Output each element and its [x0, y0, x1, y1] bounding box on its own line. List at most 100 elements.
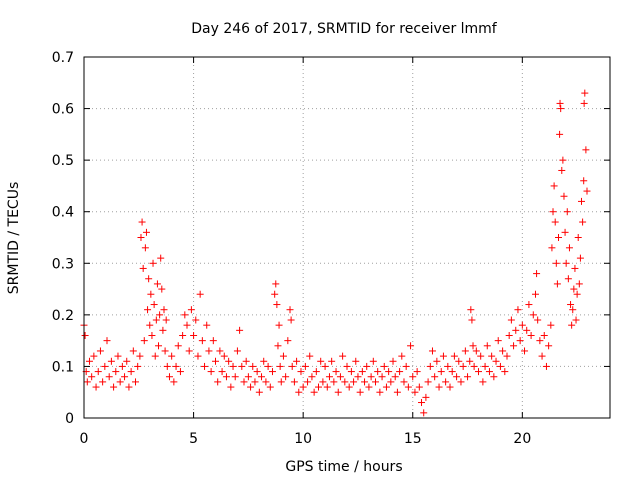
data-point	[315, 383, 323, 391]
data-point	[538, 352, 546, 360]
data-point	[192, 316, 200, 324]
data-point	[201, 362, 209, 370]
data-point	[563, 208, 571, 216]
data-point	[492, 357, 500, 365]
data-point	[579, 218, 587, 226]
data-point	[85, 357, 93, 365]
data-point	[220, 352, 228, 360]
data-point	[150, 301, 158, 309]
data-point	[279, 352, 287, 360]
data-point	[152, 316, 160, 324]
y-tick-label: 0.7	[52, 50, 74, 66]
data-point	[121, 373, 129, 381]
data-point	[514, 306, 522, 314]
data-point	[141, 244, 149, 252]
data-point	[457, 378, 465, 386]
data-point	[165, 373, 173, 381]
data-point	[290, 378, 298, 386]
data-point	[470, 362, 478, 370]
data-point	[426, 362, 434, 370]
data-point	[422, 393, 430, 401]
data-point	[576, 254, 584, 262]
data-point	[510, 342, 518, 350]
data-point	[253, 368, 261, 376]
data-point	[418, 399, 426, 407]
data-point	[420, 409, 428, 417]
data-point	[325, 373, 333, 381]
data-point	[570, 285, 578, 293]
data-point	[564, 275, 572, 283]
data-point	[268, 368, 276, 376]
data-point	[161, 347, 169, 355]
data-point	[547, 321, 555, 329]
data-point	[488, 352, 496, 360]
data-point	[187, 306, 195, 314]
data-point	[96, 347, 104, 355]
data-point	[194, 352, 202, 360]
data-point	[138, 218, 146, 226]
data-point	[214, 378, 222, 386]
data-point	[170, 378, 178, 386]
data-point	[149, 259, 157, 267]
data-point	[356, 388, 364, 396]
data-point	[275, 321, 283, 329]
data-point	[185, 347, 193, 355]
data-point	[505, 331, 513, 339]
data-point	[352, 357, 360, 365]
data-point	[334, 388, 342, 396]
y-tick-label: 0.4	[52, 205, 74, 221]
data-point	[523, 326, 531, 334]
data-point	[125, 383, 133, 391]
data-point	[127, 368, 135, 376]
x-tick-label: 15	[404, 431, 422, 447]
plot-frame	[83, 56, 611, 419]
data-point	[437, 368, 445, 376]
data-point	[264, 362, 272, 370]
x-tick-label: 5	[189, 431, 198, 447]
data-point	[469, 342, 477, 350]
data-point	[413, 368, 421, 376]
data-point	[387, 378, 395, 386]
data-point	[407, 342, 415, 350]
data-point	[179, 331, 187, 339]
x-tick-label: 20	[513, 431, 531, 447]
data-point	[205, 347, 213, 355]
data-point	[472, 347, 480, 355]
data-point	[155, 342, 163, 350]
y-tick-label: 0.6	[52, 102, 74, 118]
data-point	[404, 383, 412, 391]
data-point	[385, 368, 393, 376]
data-point	[146, 321, 154, 329]
data-point	[448, 368, 456, 376]
data-point	[114, 352, 122, 360]
data-point	[363, 362, 371, 370]
data-point	[306, 352, 314, 360]
data-point	[242, 357, 250, 365]
data-point	[444, 362, 452, 370]
data-point	[319, 378, 327, 386]
data-point	[304, 378, 312, 386]
data-point	[174, 342, 182, 350]
data-point	[575, 280, 583, 288]
data-point	[142, 228, 150, 236]
data-point	[485, 368, 493, 376]
data-point	[450, 352, 458, 360]
data-point	[203, 321, 211, 329]
x-tick-label: 0	[80, 431, 89, 447]
data-point	[568, 321, 576, 329]
data-point	[540, 331, 548, 339]
data-point	[260, 357, 268, 365]
data-point	[365, 383, 373, 391]
y-tick-label: 0.5	[52, 153, 74, 169]
data-point	[527, 331, 535, 339]
data-point	[459, 362, 467, 370]
data-point	[293, 357, 301, 365]
data-point	[374, 368, 382, 376]
data-point	[225, 357, 233, 365]
data-points	[80, 89, 591, 417]
data-point	[336, 373, 344, 381]
data-point	[218, 368, 226, 376]
data-point	[556, 130, 564, 138]
data-point	[521, 347, 529, 355]
data-point	[442, 378, 450, 386]
